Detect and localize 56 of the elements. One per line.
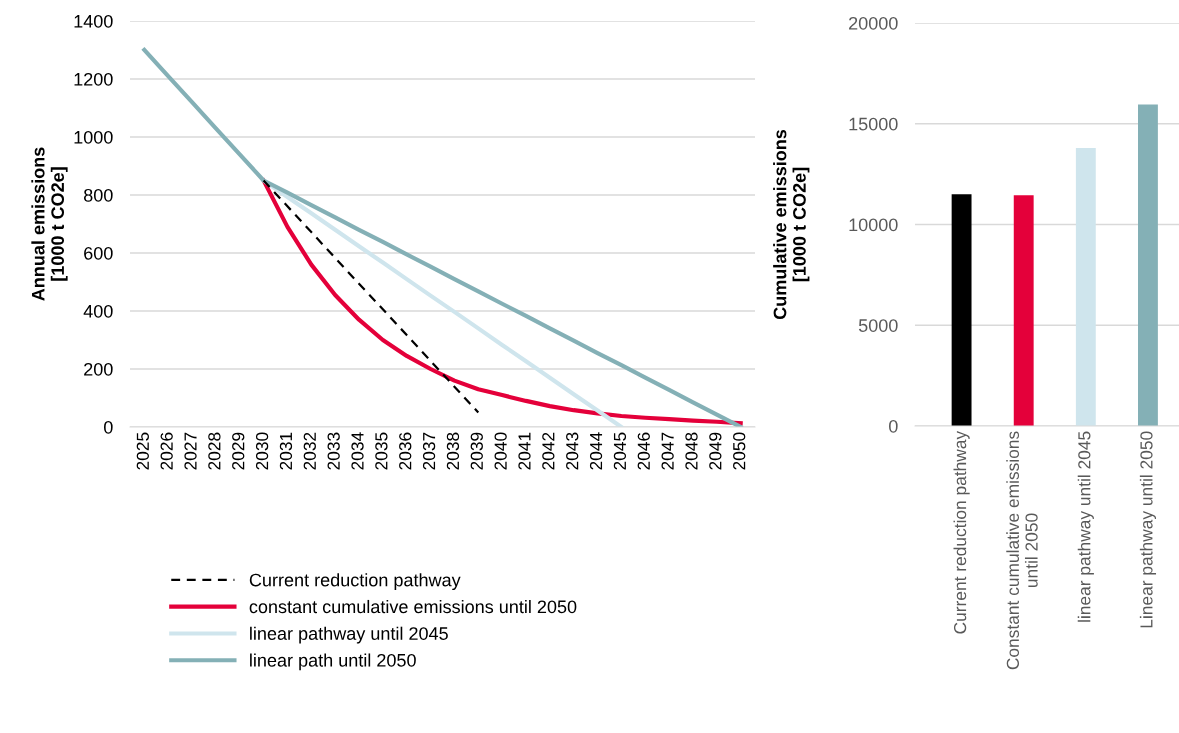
- line-series: [261, 178, 624, 427]
- x-tick-label: 2042: [542, 432, 555, 470]
- x-tick-label: 2025: [136, 432, 149, 470]
- y-tick-label: 20000: [849, 16, 898, 30]
- bar: [1013, 195, 1034, 426]
- x-tick-label: 2048: [685, 432, 698, 470]
- y-tick-label: 15000: [849, 117, 898, 131]
- y-axis-title: Annual emissions [1000 t CO2e]: [31, 147, 68, 301]
- y-tick-label: 1200: [74, 72, 113, 86]
- bar: [1138, 104, 1158, 426]
- x-tick-label: 2026: [160, 432, 173, 470]
- x-tick-label: 2031: [279, 432, 293, 470]
- x-tick-label: 2037: [422, 432, 436, 470]
- x-tick-label: 2044: [589, 432, 603, 470]
- x-tick-label: 2040: [494, 432, 507, 470]
- legend-label: constant cumulative emissions until 2050: [249, 599, 577, 614]
- x-tick-label: 2030: [255, 432, 269, 470]
- legend-label: linear path until 2050: [250, 653, 416, 671]
- x-tick-label: 2032: [303, 432, 316, 470]
- x-tick-label: 2047: [661, 432, 674, 470]
- y-tick-label: 1400: [74, 14, 113, 28]
- x-tick-label: Current reduction pathway: [953, 430, 970, 634]
- x-tick-label: 2041: [518, 432, 531, 470]
- x-tick-label: 2028: [208, 432, 221, 470]
- x-tick-label: Constant cumulative emissions until 2050: [1006, 431, 1038, 670]
- x-tick-label: Linear pathway until 2050: [1139, 431, 1157, 628]
- y-tick-label: 5000: [858, 319, 898, 332]
- legend-label: Current reduction pathway: [249, 573, 461, 590]
- y-axis-title: Cumulative emissions [1000 t CO2e]: [773, 129, 810, 320]
- x-tick-label: 2035: [375, 432, 388, 470]
- x-tick-label: 2050: [733, 432, 746, 470]
- y-tick-label: 800: [84, 188, 113, 202]
- x-tick-label: 2049: [709, 432, 722, 470]
- y-tick-label: 1000: [74, 130, 113, 144]
- y-tick-label: 0: [104, 420, 113, 434]
- legend-label: linear pathway until 2045: [250, 626, 448, 644]
- x-tick-label: 2038: [446, 432, 460, 470]
- bar: [951, 194, 972, 426]
- x-tick-label: 2046: [637, 432, 650, 470]
- x-tick-label: linear pathway until 2045: [1077, 431, 1094, 622]
- bar: [1075, 147, 1096, 426]
- x-tick-label: 2039: [470, 432, 483, 470]
- line-series: [262, 179, 480, 414]
- y-tick-label: 400: [83, 304, 113, 318]
- y-tick-label: 10000: [849, 218, 898, 232]
- x-tick-label: 2029: [232, 432, 245, 470]
- y-tick-label: 0: [889, 419, 898, 433]
- line-series: [142, 47, 743, 427]
- x-tick-label: 2033: [327, 432, 340, 470]
- x-tick-label: 2034: [351, 432, 364, 470]
- x-tick-label: 2027: [184, 432, 197, 470]
- x-tick-label: 2043: [566, 432, 579, 470]
- x-tick-label: 2036: [399, 432, 412, 470]
- y-tick-label: 200: [84, 362, 113, 376]
- y-tick-label: 600: [84, 246, 113, 260]
- x-tick-label: 2045: [613, 432, 627, 470]
